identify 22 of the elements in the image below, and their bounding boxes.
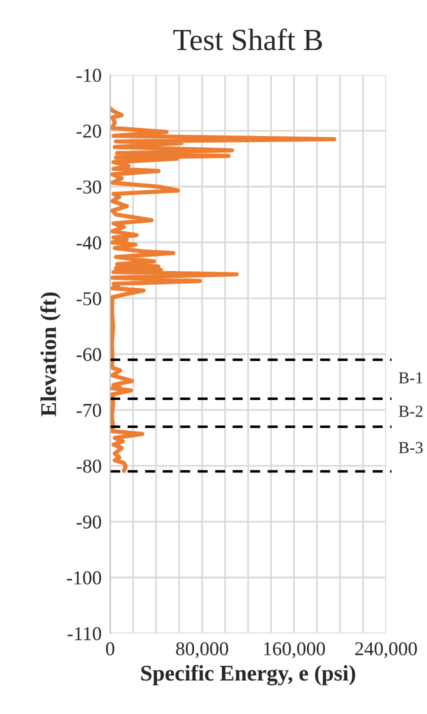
y-tick-label: -60 <box>76 348 102 362</box>
line-series <box>110 106 336 473</box>
x-tick-label: 80,000 <box>176 642 228 658</box>
y-tick-label: -90 <box>76 515 102 529</box>
y-tick-label: -50 <box>76 292 102 306</box>
y-tick-label: -40 <box>76 236 102 250</box>
y-tick-label: -110 <box>68 627 102 640</box>
text: B-3 <box>398 442 423 454</box>
y-tick-label: -30 <box>76 180 102 194</box>
y-tick-label: -70 <box>76 404 102 417</box>
y-tick-label: -80 <box>76 460 102 473</box>
x-tick-label: 240,000 <box>355 642 417 658</box>
y-tick-label: -20 <box>76 124 102 138</box>
x-tick-label: 0 <box>106 642 114 656</box>
y-tick-label: -100 <box>66 571 102 584</box>
x-tick-label: 160,000 <box>264 642 325 658</box>
text: B-2 <box>398 406 422 417</box>
y-axis-title: Elevation (ft) <box>40 292 61 416</box>
chart-title: Test Shaft B <box>173 28 322 50</box>
y-tick-label: -10 <box>76 68 102 82</box>
x-axis-title: Specific Energy, e (psi) <box>141 664 356 686</box>
text: B-1 <box>398 372 422 384</box>
